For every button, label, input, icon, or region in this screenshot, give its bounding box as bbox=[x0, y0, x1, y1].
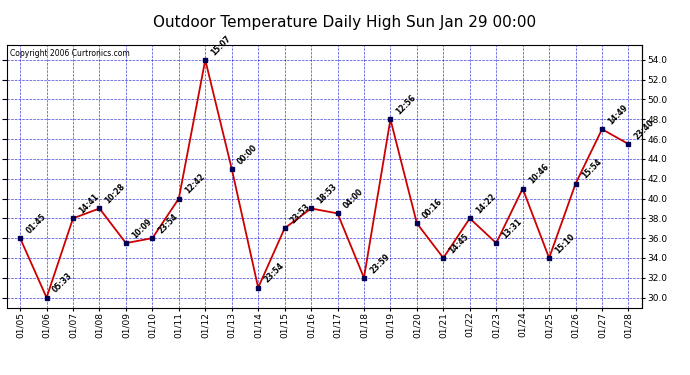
Text: 14:41: 14:41 bbox=[77, 192, 101, 216]
Text: 10:28: 10:28 bbox=[104, 182, 127, 206]
Text: 15:54: 15:54 bbox=[580, 158, 603, 181]
Text: 10:46: 10:46 bbox=[527, 162, 550, 186]
Text: 14:22: 14:22 bbox=[474, 192, 497, 216]
Text: 15:10: 15:10 bbox=[553, 232, 577, 255]
Text: 23:53: 23:53 bbox=[289, 202, 312, 225]
Text: 00:16: 00:16 bbox=[421, 197, 444, 220]
Text: 15:07: 15:07 bbox=[210, 34, 233, 57]
Text: Copyright 2006 Curtronics.com: Copyright 2006 Curtronics.com bbox=[10, 49, 130, 58]
Text: 00:00: 00:00 bbox=[236, 142, 259, 166]
Text: 23:54: 23:54 bbox=[157, 212, 180, 236]
Text: 23:59: 23:59 bbox=[368, 252, 391, 275]
Text: 12:42: 12:42 bbox=[183, 172, 206, 196]
Text: 04:00: 04:00 bbox=[342, 187, 365, 211]
Text: Outdoor Temperature Daily High Sun Jan 29 00:00: Outdoor Temperature Daily High Sun Jan 2… bbox=[153, 15, 537, 30]
Text: 10:09: 10:09 bbox=[130, 217, 153, 240]
Text: 13:31: 13:31 bbox=[500, 217, 524, 240]
Text: 14:49: 14:49 bbox=[607, 103, 629, 126]
Text: 18:53: 18:53 bbox=[315, 182, 339, 206]
Text: 23:40: 23:40 bbox=[633, 118, 656, 141]
Text: 14:45: 14:45 bbox=[448, 232, 471, 255]
Text: 01:45: 01:45 bbox=[24, 212, 48, 236]
Text: 05:33: 05:33 bbox=[51, 272, 74, 295]
Text: 12:56: 12:56 bbox=[395, 93, 418, 117]
Text: 23:54: 23:54 bbox=[262, 262, 286, 285]
